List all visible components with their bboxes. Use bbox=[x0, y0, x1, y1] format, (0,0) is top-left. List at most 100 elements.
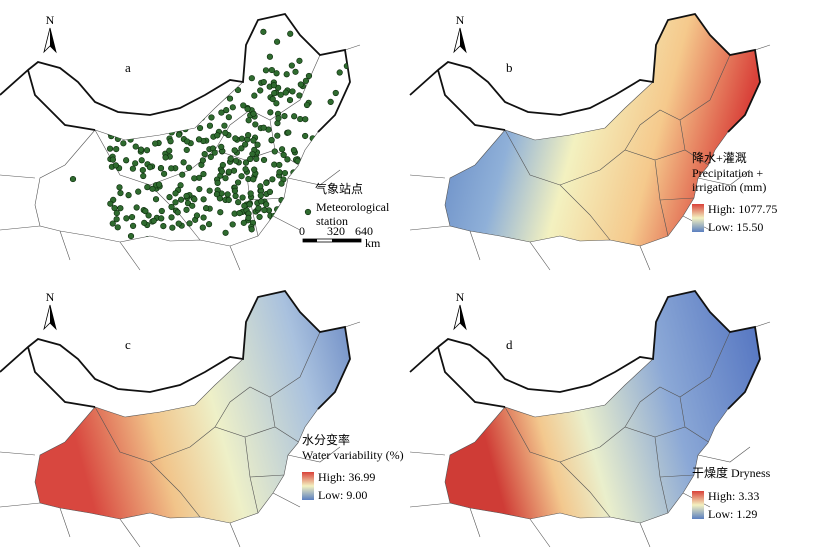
station-dot bbox=[191, 120, 198, 127]
station-dot bbox=[200, 214, 207, 221]
station-dot bbox=[166, 122, 173, 129]
station-dot bbox=[184, 138, 191, 145]
station-dot bbox=[277, 91, 284, 98]
station-dot bbox=[152, 140, 159, 147]
station-dot bbox=[296, 57, 303, 64]
station-dot bbox=[132, 143, 139, 150]
legend-gradient bbox=[692, 204, 704, 232]
legend-title-cn: 水分变率 bbox=[302, 432, 350, 447]
station-dot bbox=[240, 219, 247, 226]
station-dot bbox=[223, 107, 230, 114]
station-dot bbox=[171, 72, 178, 79]
station-dot bbox=[125, 113, 132, 120]
station-dot bbox=[175, 101, 182, 108]
station-dot bbox=[297, 184, 304, 191]
station-dot bbox=[288, 194, 295, 201]
station-dot bbox=[324, 25, 331, 32]
station-dot bbox=[138, 71, 146, 78]
station-dot bbox=[113, 209, 120, 217]
legend-title-cn: 降水+灌溉 bbox=[692, 151, 747, 165]
station-dot bbox=[124, 103, 131, 110]
station-dot bbox=[117, 190, 124, 197]
station-dot bbox=[146, 164, 154, 171]
station-dot bbox=[182, 81, 189, 88]
station-dot bbox=[291, 113, 298, 120]
station-dot bbox=[260, 78, 267, 86]
station-dot bbox=[175, 99, 182, 107]
station-dot bbox=[159, 80, 166, 87]
station-dot bbox=[162, 60, 169, 67]
station-dot bbox=[222, 175, 229, 182]
scale-bar-seg bbox=[303, 239, 317, 242]
station-dot bbox=[150, 217, 157, 224]
station-dot bbox=[242, 166, 249, 173]
station-dot bbox=[133, 85, 141, 92]
station-dot bbox=[276, 161, 283, 169]
station-dot bbox=[165, 79, 172, 86]
station-dot bbox=[128, 213, 136, 221]
station-dot bbox=[146, 71, 153, 78]
station-dot bbox=[185, 164, 193, 171]
station-dot bbox=[69, 175, 77, 183]
station-dot bbox=[199, 157, 206, 164]
scale-label: 640 bbox=[355, 224, 373, 238]
station-dot bbox=[162, 68, 169, 75]
station-dot bbox=[180, 159, 187, 166]
station-dot bbox=[235, 199, 242, 206]
station-dot bbox=[142, 208, 149, 215]
neighbor-boundaries bbox=[0, 321, 361, 548]
station-dot bbox=[150, 87, 157, 94]
station-dot bbox=[143, 147, 151, 154]
station-dot bbox=[302, 77, 310, 84]
station-dot bbox=[254, 141, 261, 148]
national-border bbox=[0, 289, 351, 410]
station-dot bbox=[250, 176, 257, 183]
legend-high: High: 36.99 bbox=[318, 470, 375, 484]
station-dot bbox=[283, 206, 290, 213]
station-dot bbox=[327, 98, 334, 105]
station-dot bbox=[156, 128, 163, 135]
station-dot bbox=[232, 157, 240, 164]
station-dot bbox=[302, 173, 309, 180]
station-dot bbox=[110, 100, 117, 107]
station-dot bbox=[183, 83, 190, 90]
region bbox=[34, 13, 351, 247]
station-dot bbox=[156, 99, 163, 106]
province-boundaries bbox=[94, 331, 321, 518]
station-dot bbox=[218, 109, 225, 116]
station-dot bbox=[295, 196, 302, 203]
station-dot bbox=[175, 220, 182, 227]
panel: Nd 干燥度 Dryness High: 3.33 Low: 1.29 bbox=[409, 289, 771, 548]
station-dot bbox=[112, 99, 119, 106]
station-dot bbox=[258, 198, 265, 205]
station-dot bbox=[219, 161, 226, 169]
station-dot bbox=[203, 103, 210, 110]
station-dot bbox=[179, 171, 186, 178]
station-dot bbox=[317, 29, 325, 36]
station-dot bbox=[193, 74, 200, 81]
station-dot bbox=[290, 147, 297, 154]
station-dot bbox=[263, 201, 270, 208]
station-dot bbox=[106, 96, 113, 103]
station-dot bbox=[297, 81, 304, 88]
station-dot bbox=[58, 151, 66, 158]
station-dot bbox=[191, 175, 198, 182]
station-dot bbox=[158, 207, 165, 215]
station-dot bbox=[269, 176, 276, 183]
station-dot bbox=[192, 72, 199, 79]
station-dot bbox=[290, 169, 297, 176]
station-dot bbox=[297, 115, 304, 123]
station-dot bbox=[353, 114, 359, 120]
station-dot bbox=[252, 121, 259, 128]
station-dot bbox=[160, 222, 167, 230]
station-dot bbox=[130, 120, 137, 127]
station-dot bbox=[288, 62, 295, 69]
station-dot bbox=[207, 153, 214, 161]
station-dot bbox=[167, 126, 174, 133]
station-dot bbox=[282, 89, 289, 96]
station-dot bbox=[286, 201, 293, 208]
station-dot bbox=[218, 168, 226, 175]
station-dot bbox=[217, 209, 224, 216]
station-dot bbox=[296, 92, 303, 99]
